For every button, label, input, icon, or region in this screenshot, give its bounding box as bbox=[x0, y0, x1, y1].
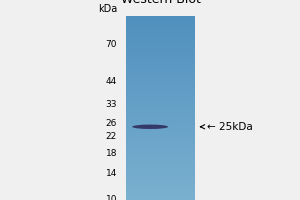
Text: Western Blot: Western Blot bbox=[121, 0, 200, 6]
Text: 22: 22 bbox=[106, 132, 117, 141]
Text: 18: 18 bbox=[106, 149, 117, 158]
Text: 14: 14 bbox=[106, 169, 117, 178]
Text: 10: 10 bbox=[106, 196, 117, 200]
Text: 26: 26 bbox=[106, 119, 117, 128]
Text: 70: 70 bbox=[106, 40, 117, 49]
Text: 33: 33 bbox=[106, 100, 117, 109]
Text: 44: 44 bbox=[106, 77, 117, 86]
Text: ← 25kDa: ← 25kDa bbox=[200, 122, 253, 132]
Ellipse shape bbox=[132, 125, 168, 129]
Text: kDa: kDa bbox=[98, 4, 117, 14]
